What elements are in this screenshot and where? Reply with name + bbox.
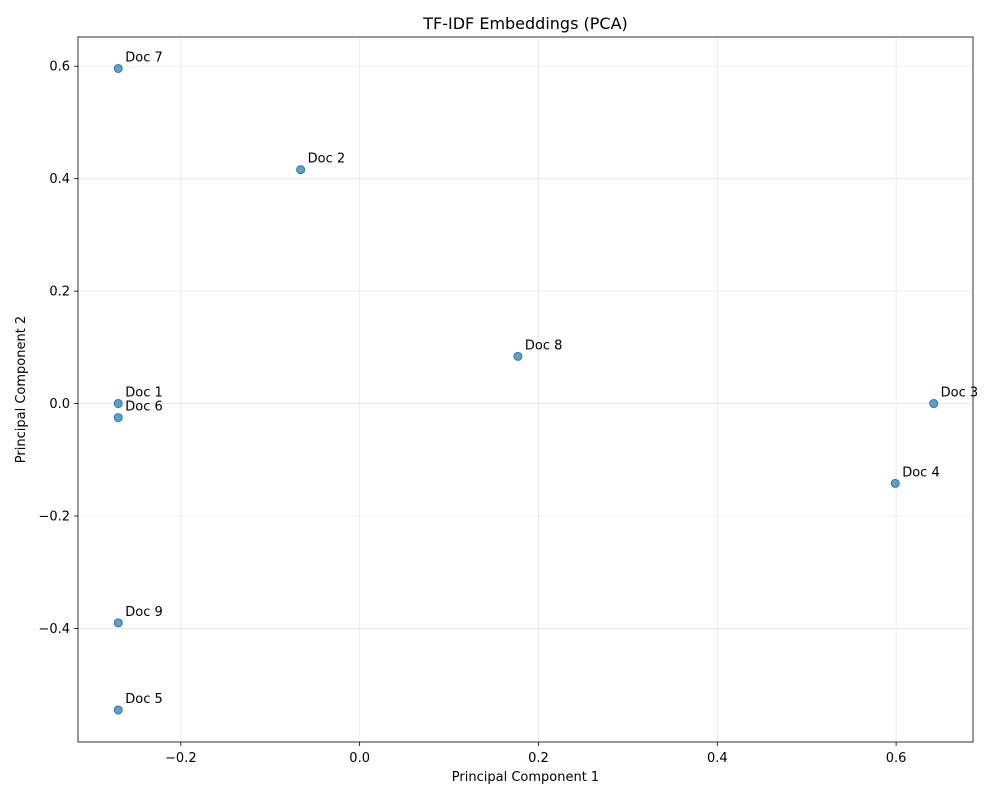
data-point-label: Doc 1 <box>125 386 163 401</box>
point-labels: Doc 1 Doc 2 Doc 3 Doc 4 Doc 5 Doc 6 Doc 7 Doc 8… <box>125 50 978 706</box>
data-point-label: Doc 4 <box>902 465 940 480</box>
x-axis-ticks: −0.2 0.0 0.2 0.4 0.6 <box>165 742 906 766</box>
data-point-label: Doc 7 <box>125 50 163 65</box>
x-tick-label: 0.2 <box>528 751 549 766</box>
data-point-label: Doc 5 <box>125 692 163 707</box>
x-tick-label: 0.4 <box>707 751 728 766</box>
x-tick-label: 0.6 <box>886 751 907 766</box>
data-point-5 <box>113 705 123 715</box>
data-point-4 <box>890 478 900 488</box>
data-point-1 <box>113 399 123 409</box>
data-point-8 <box>513 351 523 361</box>
data-point-6 <box>113 413 123 423</box>
plot-area-frame <box>77 36 974 743</box>
y-tick-label: 0.2 <box>49 285 70 300</box>
y-tick-label: −0.2 <box>38 509 70 524</box>
y-tick-label: 0.4 <box>49 172 70 187</box>
y-axis-label: Principal Component 2 <box>14 316 29 463</box>
data-point-7 <box>113 63 123 73</box>
data-point-label: Doc 3 <box>941 386 979 401</box>
y-tick-label: 0.6 <box>49 60 70 75</box>
data-point-9 <box>113 618 123 628</box>
grid <box>78 37 973 742</box>
data-point-3 <box>929 399 939 409</box>
y-tick-label: −0.4 <box>38 622 70 637</box>
x-axis-label: Principal Component 1 <box>452 770 599 785</box>
data-point-2 <box>296 165 306 175</box>
chart-title: TF-IDF Embeddings (PCA) <box>422 14 628 33</box>
data-point-label: Doc 2 <box>308 152 346 167</box>
data-points <box>113 63 939 715</box>
data-point-label: Doc 6 <box>125 400 163 415</box>
x-tick-label: −0.2 <box>165 751 197 766</box>
data-point-label: Doc 9 <box>125 605 163 620</box>
x-tick-label: 0.0 <box>349 751 370 766</box>
y-axis-ticks: −0.4 −0.2 0.0 0.2 0.4 0.6 <box>38 60 78 637</box>
data-point-label: Doc 8 <box>525 338 563 353</box>
y-tick-label: 0.0 <box>49 397 70 412</box>
